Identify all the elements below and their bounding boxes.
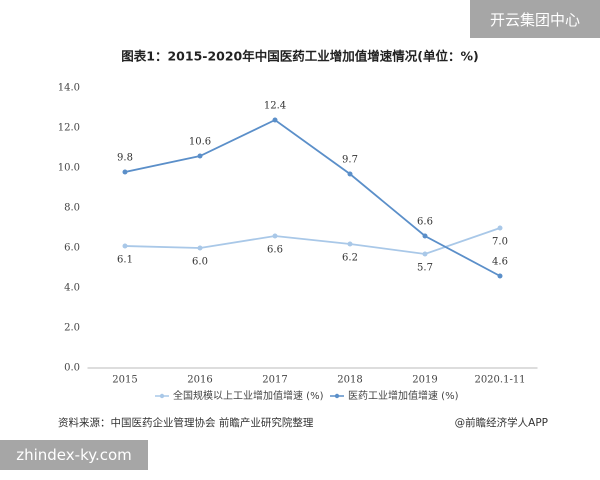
legend-label: 全国规模以上工业增加值增速 (%) [173,389,324,402]
value-label: 4.6 [492,257,508,268]
source: 资料来源：中国医药企业管理协会 前瞻产业研究院整理 [58,416,314,429]
x-tick-label: 2015 [112,375,137,386]
value-label: 6.6 [417,217,433,228]
point [122,243,128,249]
point [272,117,278,123]
y-tick-label: 14.0 [58,83,80,94]
overlay-top: 开云集团中心 [470,0,600,38]
x-tick-label: 2018 [337,375,362,386]
value-label: 6.2 [342,253,358,264]
y-tick-label: 12.0 [58,123,80,134]
value-label: 6.1 [117,255,133,266]
x-tick-label: 2020.1-11 [474,375,525,386]
value-label: 9.8 [117,153,133,164]
value-label: 10.6 [189,137,211,148]
legend-label: 医药工业增加值增速 (%) [348,389,459,402]
point [497,225,503,231]
overlay-bottom: zhindex-ky.com [0,440,148,470]
point [347,171,353,177]
point [347,241,353,247]
y-tick-label: 0.0 [64,363,80,374]
y-tick-label: 6.0 [64,243,80,254]
point [122,169,128,175]
chart-title: 图表1：2015-2020年中国医药工业增加值增速情况(单位：%) [121,49,478,64]
legend-swatch-dot [334,393,340,399]
point [197,153,203,159]
legend-swatch-dot [159,393,165,399]
point [422,251,428,257]
point [497,273,503,279]
y-tick-label: 2.0 [64,323,80,334]
y-tick-label: 4.0 [64,283,80,294]
point [197,245,203,251]
value-label: 12.4 [264,101,286,112]
point [272,233,278,239]
y-tick-label: 10.0 [58,163,80,174]
x-tick-label: 2019 [412,375,437,386]
y-tick-label: 8.0 [64,203,80,214]
value-label: 9.7 [342,155,358,166]
series-line [124,227,501,255]
series-line [124,118,501,277]
credit: @前瞻经济学人APP [455,416,548,429]
x-tick-label: 2017 [262,375,287,386]
value-label: 7.0 [492,237,508,248]
x-tick-label: 2016 [187,375,212,386]
value-label: 6.0 [192,257,208,268]
value-label: 6.6 [267,245,283,256]
value-label: 5.7 [417,263,433,274]
point [422,233,428,239]
